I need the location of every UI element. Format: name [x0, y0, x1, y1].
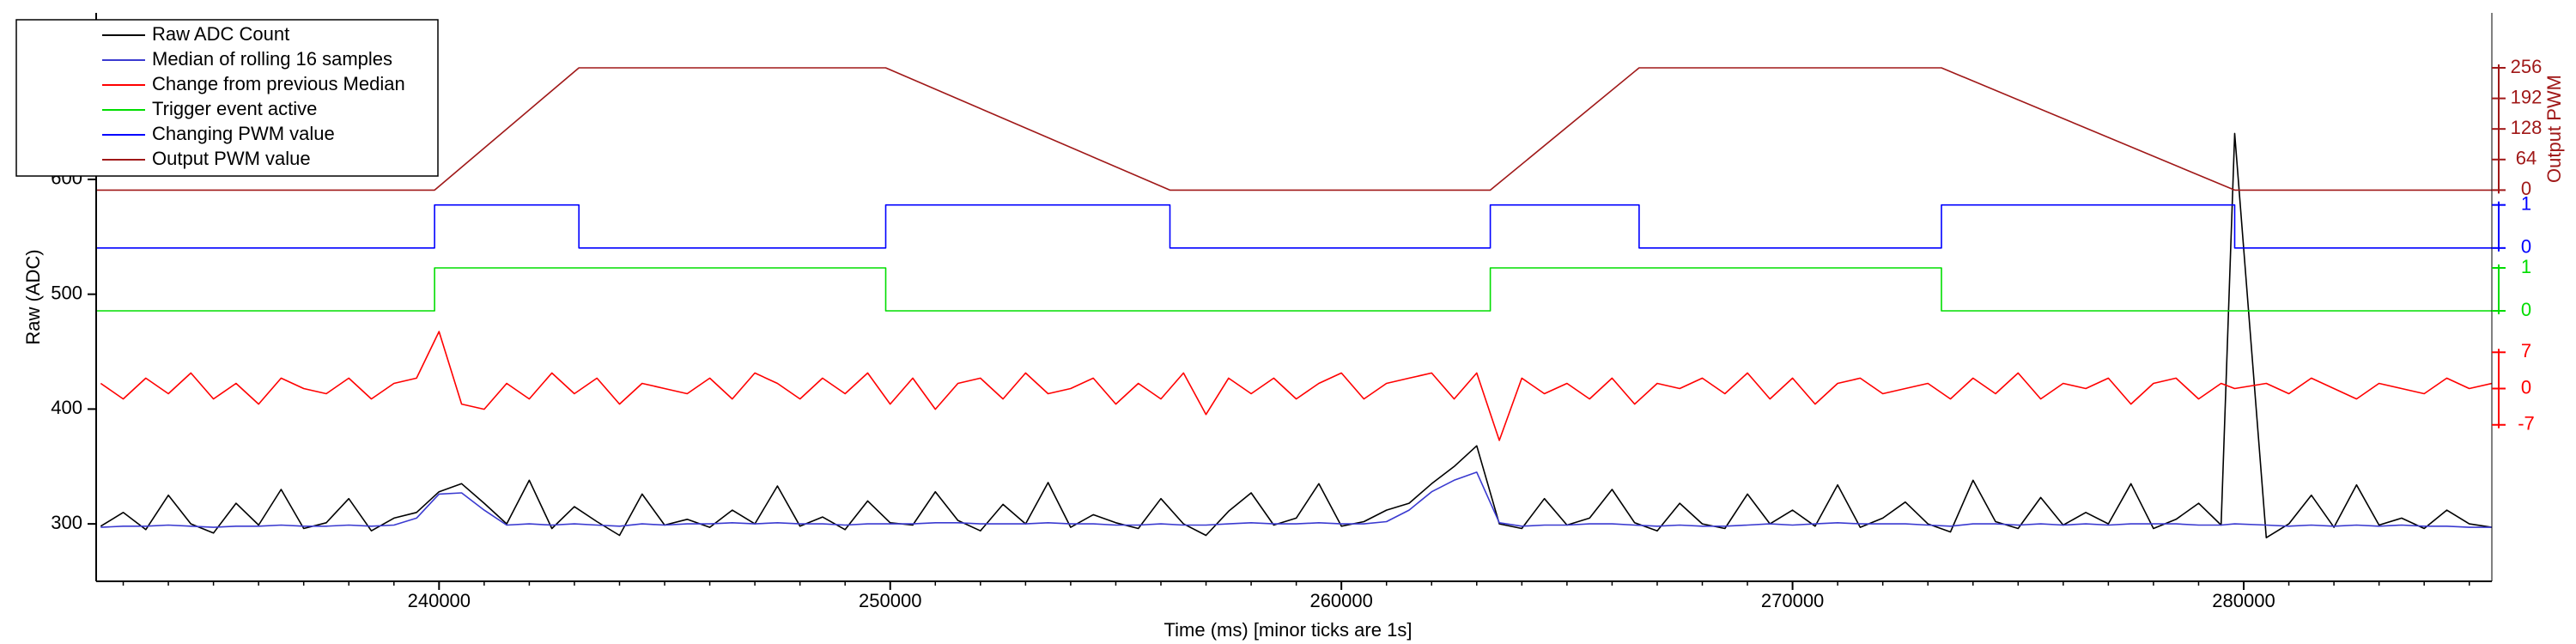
y2-tick-label: 0: [2521, 236, 2531, 258]
y2-tick-label: 0: [2521, 299, 2531, 320]
series-line: [96, 267, 2492, 312]
y2-tick-label: 0: [2521, 376, 2531, 398]
y2-tick-label: 128: [2511, 117, 2543, 138]
y2-tick-label: 192: [2511, 86, 2543, 107]
y2-tick-label: -7: [2518, 413, 2535, 434]
legend-label: Raw ADC Count: [152, 23, 289, 45]
legend: Raw ADC Count Median of rolling 16 sample…: [15, 19, 439, 177]
y2-tick-label: 256: [2511, 56, 2543, 77]
legend-label: Change from previous Median: [152, 73, 405, 94]
y-axis-title: Raw (ADC): [22, 249, 44, 344]
y2-tick-label: 1: [2521, 256, 2531, 277]
legend-box: [15, 19, 439, 177]
y-tick-label: 500: [51, 282, 82, 303]
y2-tick-label: 0: [2521, 178, 2531, 199]
y2-tick-label: 1: [2521, 192, 2531, 214]
y2-axis-title: Output PWM: [2543, 75, 2565, 183]
series-line: [96, 67, 2492, 191]
x-tick-label: 260000: [1309, 590, 1372, 611]
y2-tick-label: 64: [2516, 148, 2537, 169]
series-line: [100, 132, 2492, 538]
legend-label: Changing PWM value: [152, 123, 335, 144]
series-line: [100, 331, 2492, 441]
x-tick-label: 250000: [859, 590, 921, 611]
legend-label: Median of rolling 16 samples: [152, 48, 392, 70]
series-line: [100, 471, 2492, 528]
plot-lines: [96, 67, 2492, 538]
y-tick-label: 400: [51, 397, 82, 418]
y2-tick-label: 7: [2521, 340, 2531, 361]
series-line: [96, 204, 2492, 249]
x-tick-label: 240000: [408, 590, 471, 611]
legend-label: Output PWM value: [152, 148, 311, 169]
legend-label: Trigger event active: [152, 98, 317, 119]
x-tick-label: 280000: [2212, 590, 2275, 611]
y-tick-label: 300: [51, 512, 82, 533]
x-axis-title: Time (ms) [minor ticks are 1s]: [1164, 619, 1413, 641]
x-tick-label: 270000: [1761, 590, 1824, 611]
